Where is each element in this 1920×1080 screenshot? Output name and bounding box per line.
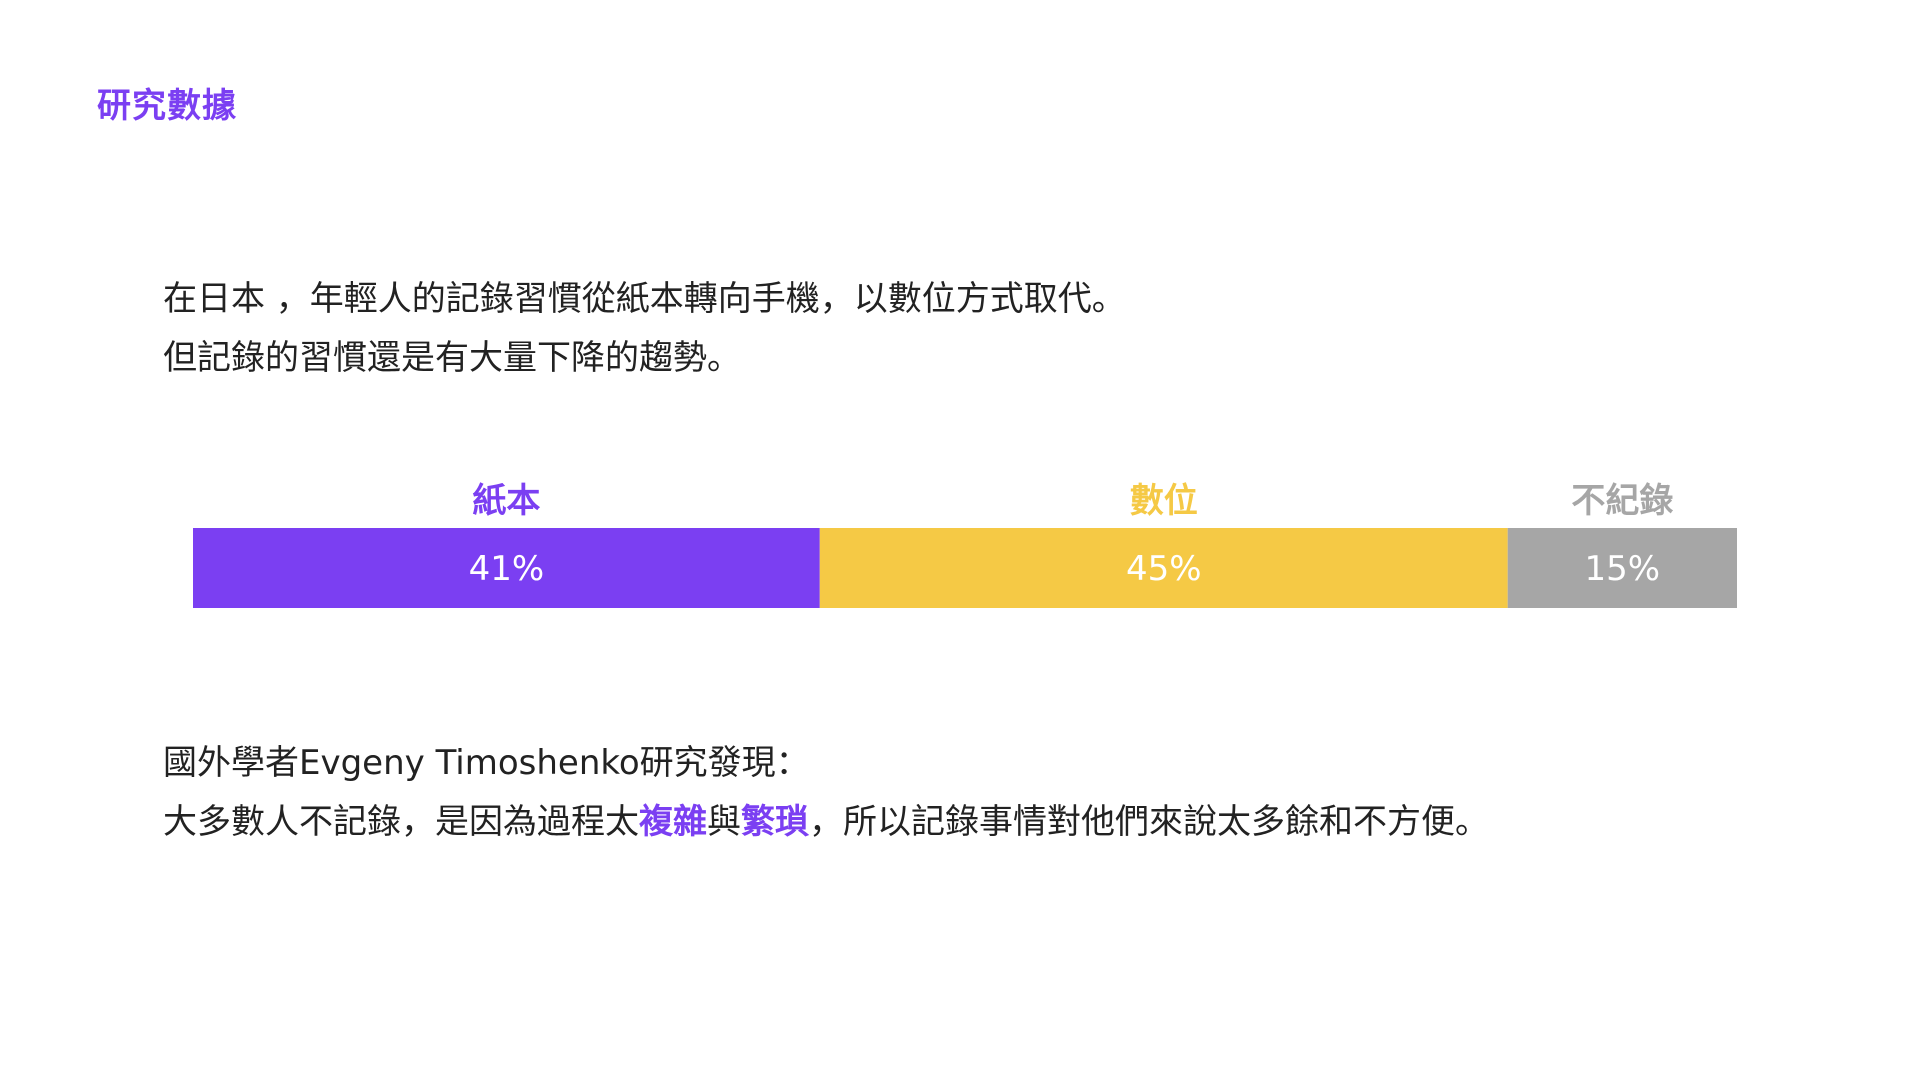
highlight-complex: 複雜 xyxy=(639,802,707,842)
category-label-3: 不紀錄 xyxy=(1571,481,1673,521)
bar-segment-3 xyxy=(1507,528,1737,608)
intro-line-2: 但記錄的習慣還是有大量下降的趨勢。 xyxy=(163,338,741,378)
findings-text-part: 大多數人不記錄，是因為過程太 xyxy=(163,802,639,842)
intro-line-1: 在日本 ，年輕人的記錄習慣從紙本轉向手機，以數位方式取代。 xyxy=(163,279,1126,319)
bar-segment-1 xyxy=(193,528,820,608)
value-label-2: 45% xyxy=(1126,549,1202,589)
category-label-1: 紙本 xyxy=(472,481,540,521)
value-label-3: 15% xyxy=(1585,549,1661,589)
findings-text-part: ，所以記錄事情對他們來說太多餘和不方便。 xyxy=(809,802,1489,842)
value-label-1: 41% xyxy=(469,549,545,589)
intro-text: 在日本 ，年輕人的記錄習慣從紙本轉向手機，以數位方式取代。 但記錄的習慣還是有大… xyxy=(163,270,1126,388)
findings-line-1: 國外學者Evgeny Timoshenko研究發現： xyxy=(163,743,810,783)
findings-text: 國外學者Evgeny Timoshenko研究發現： 大多數人不記錄，是因為過程… xyxy=(163,734,1489,852)
highlight-tedious: 繁瑣 xyxy=(741,802,809,842)
section-tag: 研究數據 xyxy=(97,86,237,126)
stacked-bar-chart: 紙本 41% 數位 45% 不紀錄 15% xyxy=(193,470,1737,610)
findings-line-2: 大多數人不記錄，是因為過程太複雜與繁瑣，所以記錄事情對他們來說太多餘和不方便。 xyxy=(163,793,1489,852)
category-label-2: 數位 xyxy=(1130,481,1198,521)
findings-text-part: 與 xyxy=(707,802,741,842)
bar-segment-2 xyxy=(819,528,1508,608)
chart-svg: 紙本 41% 數位 45% 不紀錄 15% xyxy=(193,481,1737,608)
